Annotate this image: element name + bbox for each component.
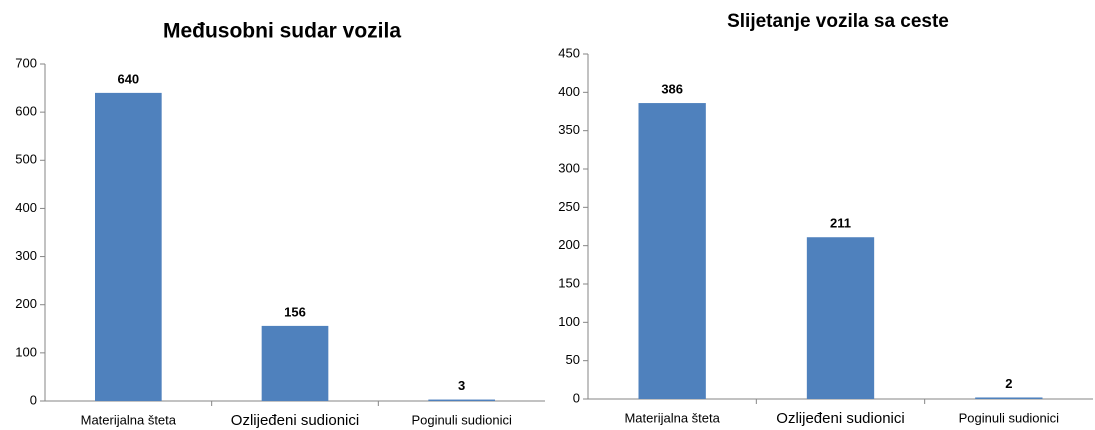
x-tick-label: Poginuli sudionici [959, 410, 1060, 425]
bar [428, 399, 495, 401]
y-tick-label: 500 [15, 152, 37, 167]
data-label: 386 [661, 82, 683, 97]
bar [95, 92, 162, 401]
y-tick-label: 100 [558, 314, 580, 329]
y-tick-label: 700 [15, 55, 37, 70]
y-tick-label: 600 [15, 104, 37, 119]
chart-title: Međusobni sudar vozila [163, 20, 401, 43]
y-tick-label: 50 [566, 352, 580, 367]
data-label: 2 [1005, 376, 1012, 391]
bar [638, 103, 706, 400]
data-label: 640 [117, 71, 139, 86]
x-tick-label: Materijalna šteta [81, 412, 177, 427]
x-tick-label: Ozlijeđeni sudionici [776, 410, 904, 427]
data-label: 156 [284, 304, 306, 319]
y-tick-label: 200 [558, 237, 580, 252]
bar [261, 325, 329, 401]
y-tick-label: 250 [558, 199, 580, 214]
y-tick-label: 300 [15, 248, 37, 263]
y-tick-label: 0 [573, 390, 580, 405]
data-label: 3 [458, 378, 465, 393]
y-tick-label: 450 [558, 45, 580, 60]
y-tick-label: 400 [15, 200, 37, 215]
x-tick-label: Poginuli sudionici [411, 412, 512, 427]
y-tick-label: 350 [558, 122, 580, 137]
bar [806, 237, 875, 399]
y-tick-label: 0 [30, 392, 37, 407]
chart-title: Slijetanje vozila sa ceste [727, 11, 949, 32]
y-tick-label: 400 [558, 84, 580, 99]
x-tick-label: Materijalna šteta [624, 410, 720, 425]
y-tick-label: 150 [558, 275, 580, 290]
data-label: 211 [830, 216, 851, 231]
y-tick-label: 100 [15, 344, 37, 359]
bar [975, 397, 1043, 399]
y-tick-label: 200 [15, 296, 37, 311]
x-tick-label: Ozlijeđeni sudionici [231, 412, 359, 429]
y-tick-label: 300 [558, 160, 580, 175]
